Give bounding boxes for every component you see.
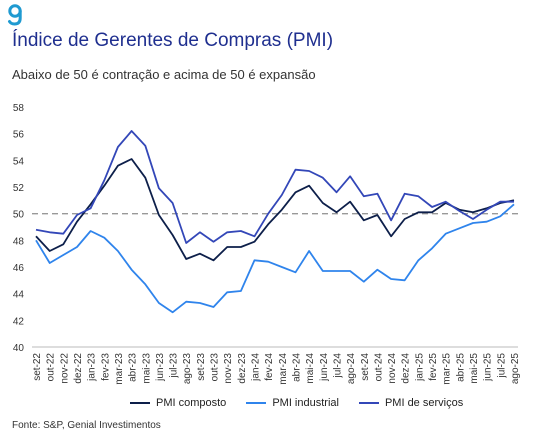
y-tick-label: 46 — [13, 263, 25, 274]
y-tick-label: 54 — [13, 156, 25, 167]
x-tick-label: abr-23 — [128, 353, 139, 382]
x-tick-label: abr-25 — [455, 353, 466, 382]
legend-item: PMI de serviços — [358, 397, 464, 409]
x-tick-label: mar-24 — [278, 353, 289, 385]
x-tick-label: jan-23 — [87, 353, 98, 382]
x-tick-label: set-22 — [32, 353, 43, 381]
x-tick-label: nov-22 — [59, 353, 70, 384]
series-line-pmi-de-servi-os — [35, 130, 514, 244]
y-tick-label: 48 — [13, 236, 25, 247]
x-tick-label: fev-24 — [264, 353, 275, 381]
x-tick-label: mai-25 — [469, 353, 480, 384]
x-tick-label: abr-24 — [291, 353, 302, 382]
legend-label: PMI industrial — [272, 397, 339, 409]
x-tick-label: jun-23 — [155, 353, 166, 382]
legend-label: PMI composto — [156, 397, 227, 409]
source-note: Fonte: S&P, Genial Investimentos — [12, 420, 161, 431]
y-tick-label: 50 — [13, 210, 25, 221]
y-tick-label: 52 — [13, 183, 25, 194]
x-tick-label: jul-25 — [496, 353, 507, 379]
legend-swatch — [358, 402, 379, 404]
x-tick-label: set-24 — [360, 353, 371, 381]
y-tick-label: 42 — [13, 316, 25, 327]
x-tick-label: nov-23 — [223, 353, 234, 384]
chart-subtitle: Abaixo de 50 é contração e acima de 50 é… — [12, 67, 316, 82]
y-tick-label: 44 — [13, 290, 25, 301]
x-tick-label: mar-25 — [442, 353, 453, 385]
x-tick-label: fev-23 — [100, 353, 111, 381]
x-tick-label: dez-24 — [401, 353, 412, 384]
series-line-pmi-composto — [35, 158, 515, 262]
x-tick-label: ago-25 — [510, 353, 521, 385]
y-tick-label: 40 — [13, 343, 25, 354]
x-tick-label: out-22 — [46, 353, 57, 382]
x-tick-label: fev-25 — [428, 353, 439, 381]
x-tick-label: nov-24 — [387, 353, 398, 384]
x-tick-label: set-23 — [196, 353, 207, 381]
x-tick-label: mai-23 — [141, 353, 152, 384]
y-tick-label: 56 — [13, 130, 25, 141]
genial-logo-icon — [8, 4, 22, 26]
legend-swatch — [246, 402, 267, 404]
x-tick-label: out-23 — [210, 353, 221, 382]
series-line-pmi-industrial — [35, 203, 515, 314]
x-tick-label: jun-24 — [319, 353, 330, 382]
legend-item: PMI industrial — [246, 397, 339, 409]
legend-item: PMI composto — [130, 397, 226, 409]
x-tick-label: jul-23 — [169, 353, 180, 379]
x-tick-label: jun-25 — [483, 353, 494, 382]
chart-title: Índice de Gerentes de Compras (PMI) — [12, 30, 334, 51]
x-tick-label: ago-23 — [182, 353, 193, 385]
chart-legend: PMI composto PMI industrial PMI de serviço… — [130, 397, 463, 409]
legend-swatch — [130, 402, 150, 404]
x-tick-label: jan-24 — [251, 353, 262, 382]
x-tick-label: jan-25 — [414, 353, 425, 382]
x-tick-label: dez-23 — [237, 353, 248, 384]
legend-label: PMI de serviços — [384, 397, 464, 409]
x-tick-label: mar-23 — [114, 353, 125, 385]
x-tick-label: mai-24 — [305, 353, 316, 384]
x-tick-label: jul-24 — [332, 353, 343, 379]
x-tick-label: dez-22 — [73, 353, 84, 384]
x-tick-label: ago-24 — [346, 353, 357, 385]
x-tick-label: out-24 — [373, 353, 384, 382]
y-tick-label: 58 — [13, 103, 25, 114]
